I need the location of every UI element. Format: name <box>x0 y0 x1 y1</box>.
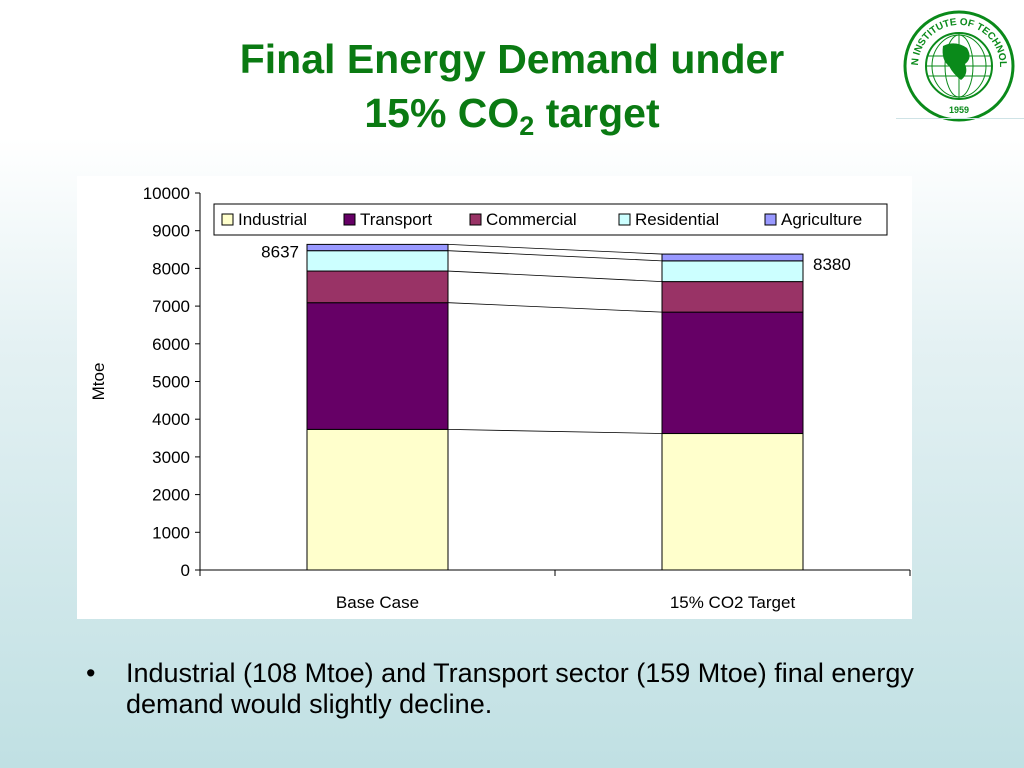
series-line <box>447 243 663 255</box>
y-tick-label: 9000 <box>152 222 190 241</box>
y-tick-label: 2000 <box>152 486 190 505</box>
bar-segment-industrial <box>661 433 804 571</box>
bar-segment-residential <box>661 260 804 283</box>
legend-label-agriculture: Agriculture <box>781 210 862 229</box>
y-axis-label: Mtoe <box>89 363 108 401</box>
x-tick-label: 15% CO2 Target <box>670 593 796 612</box>
legend-swatch-commercial <box>469 213 482 226</box>
bullet-item: • Industrial (108 Mtoe) and Transport sec… <box>86 658 966 720</box>
bullet-text: Industrial (108 Mtoe) and Transport sect… <box>126 658 914 719</box>
bullet-list: • Industrial (108 Mtoe) and Transport sec… <box>86 658 966 720</box>
logo-divider <box>896 118 1024 119</box>
y-tick-label: 8000 <box>152 259 190 278</box>
slide-title-line1: Final Energy Demand under <box>239 36 785 82</box>
bar-segment-industrial <box>306 428 449 571</box>
bar-segment-transport <box>306 302 449 430</box>
legend-swatch-transport <box>343 213 356 226</box>
stacked-bar-chart: 0 1000 2000 3000 4000 5000 6000 7000 8000 9000 100… <box>89 184 911 612</box>
legend-swatch-industrial <box>221 213 234 226</box>
title-prefix: 15% CO <box>364 90 520 136</box>
bar-segment-transport <box>661 311 804 435</box>
series-line <box>447 428 663 434</box>
y-tick-label: 4000 <box>152 410 190 429</box>
series-line <box>447 250 663 262</box>
legend-label-residential: Residential <box>635 210 719 229</box>
y-tick-label: 5000 <box>152 373 190 392</box>
legend-swatch-agriculture <box>764 213 777 226</box>
bar-segment-agriculture <box>306 243 449 252</box>
x-tick-label: Base Case <box>336 593 419 612</box>
y-tick-label: 6000 <box>152 335 190 354</box>
logo-continent <box>942 43 970 80</box>
bullet-marker: • <box>86 658 96 688</box>
bar-segment-commercial <box>661 281 804 313</box>
title-suffix: target <box>534 90 660 136</box>
bar-segment-agriculture <box>661 253 804 262</box>
series-line <box>447 270 663 282</box>
series-line <box>447 302 663 313</box>
total-label-base-case: 8637 <box>261 242 299 261</box>
slide-title-line2: 15% CO2 target <box>120 88 904 141</box>
chart-panel: 0 1000 2000 3000 4000 5000 6000 7000 8000 9000 100… <box>77 176 912 619</box>
bar-segment-residential <box>306 250 449 272</box>
y-tick-label: 0 <box>181 561 190 580</box>
bar-segment-commercial <box>306 270 449 304</box>
legend-swatch-residential <box>618 213 631 226</box>
logo-year: 1959 <box>949 105 969 115</box>
y-tick-label: 10000 <box>143 184 190 203</box>
legend-label-industrial: Industrial <box>238 210 307 229</box>
asian-institute-of-technology-logo-icon: ASIAN INSTITUTE OF TECHNOLOGY 1959 <box>903 10 1015 122</box>
title-subscript: 2 <box>519 111 535 141</box>
legend-label-commercial: Commercial <box>486 210 577 229</box>
total-label-co2-target: 8380 <box>813 255 851 274</box>
y-tick-label: 3000 <box>152 448 190 467</box>
y-tick-label: 7000 <box>152 297 190 316</box>
y-tick-label: 1000 <box>152 523 190 542</box>
legend-label-transport: Transport <box>360 210 432 229</box>
